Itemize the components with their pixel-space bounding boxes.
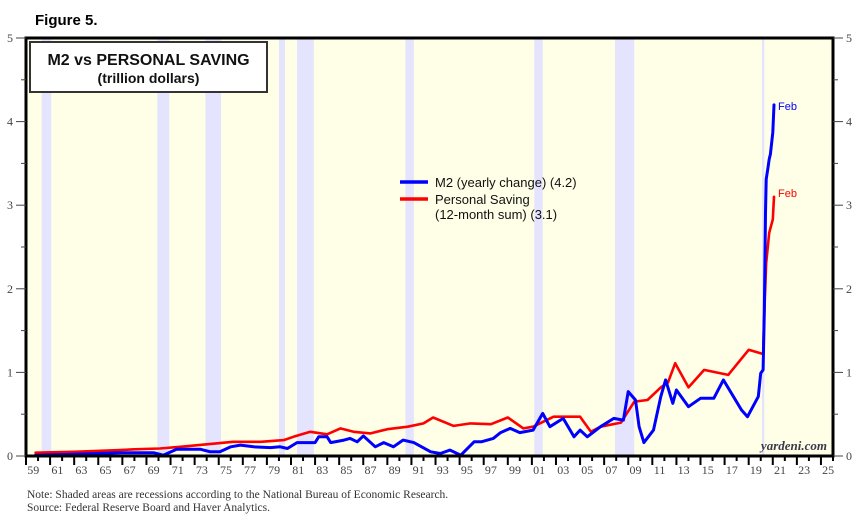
m2-end-label: Feb xyxy=(778,101,797,113)
y-tick-label-left: 3 xyxy=(7,198,13,212)
x-tick-label: 61 xyxy=(51,463,63,477)
x-tick-label: 91 xyxy=(413,463,425,477)
series-line-m2 xyxy=(34,103,776,457)
x-tick-label: 75 xyxy=(220,463,232,477)
y-tick-label-left: 5 xyxy=(7,31,13,45)
x-tick-label: 77 xyxy=(244,463,256,477)
x-tick-label: 89 xyxy=(389,463,401,477)
recession-band xyxy=(278,38,285,456)
saving-end-label: Feb xyxy=(778,188,797,200)
title-box-frame xyxy=(29,41,268,93)
recession-band xyxy=(41,38,52,456)
watermark-yardeni: yardeni.com xyxy=(759,438,827,453)
x-tick-label: 11 xyxy=(654,463,666,477)
x-tick-label: 05 xyxy=(581,463,593,477)
x-tick-label: 73 xyxy=(196,463,208,477)
x-tick-label: 87 xyxy=(364,463,376,477)
recession-band xyxy=(157,38,170,456)
x-tick-label: 67 xyxy=(124,463,136,477)
y-tick-label-left: 4 xyxy=(7,115,13,129)
y-tick-label-right: 0 xyxy=(846,449,852,463)
y-tick-label-right: 1 xyxy=(846,365,852,379)
recession-band xyxy=(205,38,222,456)
figure-label: Figure 5. xyxy=(35,12,98,29)
y-tick-label-right: 5 xyxy=(846,31,852,45)
x-tick-label: 95 xyxy=(461,463,473,477)
recession-band xyxy=(761,38,765,456)
x-tick-label: 17 xyxy=(726,463,738,477)
plot-background xyxy=(26,38,833,456)
y-tick-label-left: 2 xyxy=(7,282,13,296)
recession-band xyxy=(405,38,414,456)
y-tick-label-right: 3 xyxy=(846,198,852,212)
x-tick-label: 81 xyxy=(292,463,304,477)
x-tick-label: 23 xyxy=(798,463,810,477)
note-source: Source: Federal Reserve Board and Haver … xyxy=(27,502,270,514)
x-tick-label: 85 xyxy=(340,463,352,477)
x-tick-label: 01 xyxy=(533,463,545,477)
legend-label-saving-line2: (12-month sum) (3.1) xyxy=(435,207,557,222)
recession-shading-group xyxy=(41,38,765,456)
y-tick-label-right: 2 xyxy=(846,282,852,296)
title-box: M2 vs PERSONAL SAVING (trillion dollars) xyxy=(29,41,268,93)
y-tick-label-right: 4 xyxy=(846,115,852,129)
recession-band xyxy=(297,38,314,456)
y-tick-label-left: 0 xyxy=(7,449,13,463)
axes-group: 0 01 12 23 34 45 559 61 63 65 67 69 71 73 75 77 79 81 83 85… xyxy=(7,31,852,477)
x-tick-label: 59 xyxy=(27,463,39,477)
note-recessions: Note: Shaded areas are recessions accord… xyxy=(27,489,448,501)
x-tick-label: 99 xyxy=(509,463,521,477)
recession-band xyxy=(614,38,635,456)
x-tick-label: 65 xyxy=(99,463,111,477)
x-tick-label: 69 xyxy=(148,463,160,477)
y-tick-label-left: 1 xyxy=(7,365,13,379)
x-tick-label: 93 xyxy=(437,463,449,477)
x-tick-label: 07 xyxy=(605,463,617,477)
x-tick-label: 71 xyxy=(172,463,184,477)
recession-band xyxy=(534,38,543,456)
chart-title: M2 vs PERSONAL SAVING xyxy=(47,52,249,69)
legend: M2 (yearly change) (4.2) Personal Saving… xyxy=(400,175,577,222)
x-tick-label: 15 xyxy=(702,463,714,477)
legend-label-saving-line1: Personal Saving xyxy=(435,192,530,207)
x-tick-label: 25 xyxy=(822,463,834,477)
x-tick-label: 21 xyxy=(774,463,786,477)
x-tick-label: 79 xyxy=(268,463,280,477)
x-tick-label: 13 xyxy=(678,463,690,477)
x-tick-label: 83 xyxy=(316,463,328,477)
legend-label-m2: M2 (yearly change) (4.2) xyxy=(435,175,577,190)
x-tick-label: 63 xyxy=(75,463,87,477)
x-tick-label: 03 xyxy=(557,463,569,477)
series-line-saving xyxy=(34,195,776,454)
chart-subtitle: (trillion dollars) xyxy=(98,70,200,86)
series-lines-group xyxy=(34,103,776,457)
x-tick-label: 09 xyxy=(629,463,641,477)
x-tick-label: 97 xyxy=(485,463,497,477)
x-tick-label: 19 xyxy=(750,463,762,477)
